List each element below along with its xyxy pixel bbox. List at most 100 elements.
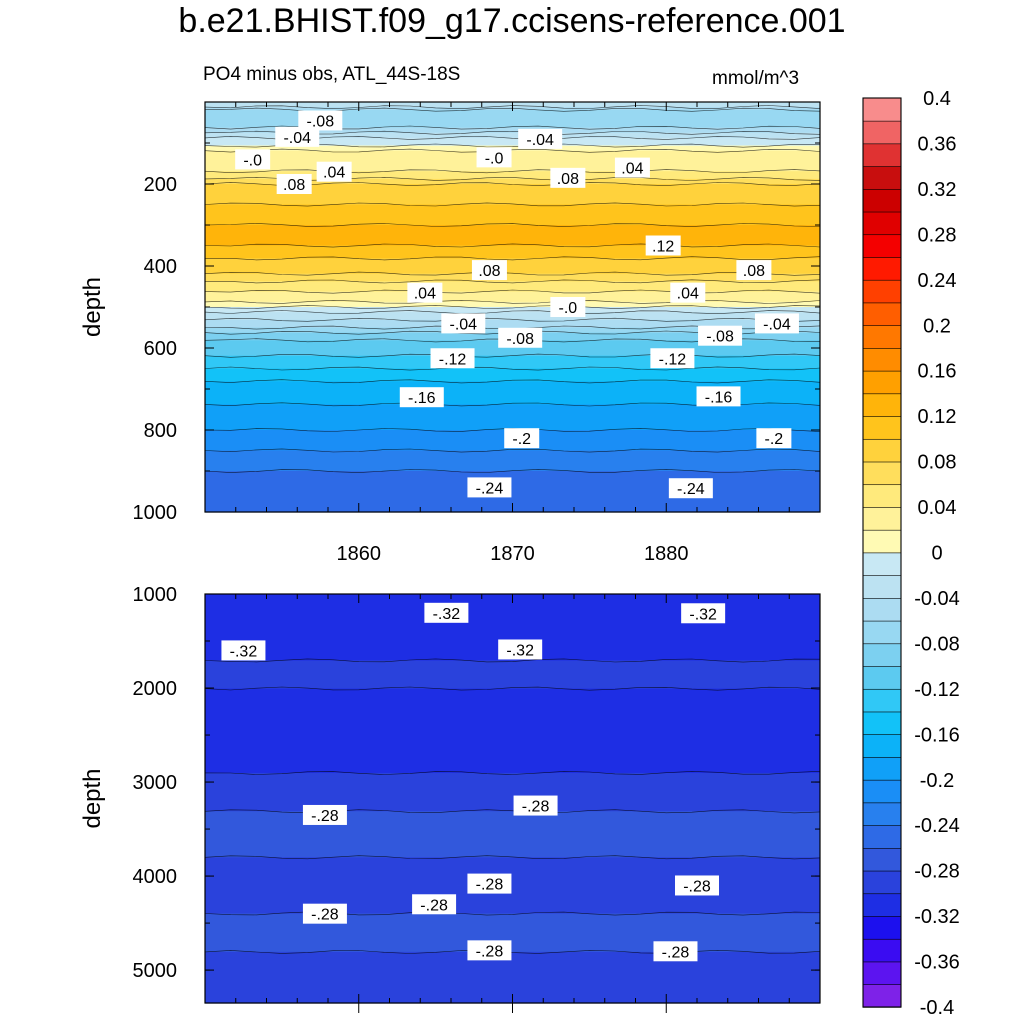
contour-band xyxy=(205,657,820,662)
y-axis-label: depth xyxy=(79,768,106,828)
contour-band xyxy=(205,168,820,172)
lower-panel: 1000 2000 3000 4000 5000 depth -.32 -.32 -.32 -.3… xyxy=(79,584,821,1013)
contour-band xyxy=(205,951,820,956)
contour-band xyxy=(205,765,820,769)
x-tick-label: 1880 xyxy=(644,543,689,565)
contour-band xyxy=(205,109,820,113)
contour-label: -.0 xyxy=(243,152,262,169)
colorbar-tick-label: 0 xyxy=(931,543,942,565)
colorbar-tick-label: 0.28 xyxy=(918,224,957,246)
contour-band xyxy=(205,304,820,308)
contour-label: .08 xyxy=(283,177,305,194)
x-tick-label: 1870 xyxy=(490,543,535,565)
contour-band xyxy=(205,609,820,613)
contour-label: .04 xyxy=(323,165,345,182)
contour-band xyxy=(205,982,820,986)
contour-band xyxy=(205,870,820,874)
contour-label-box xyxy=(276,174,312,194)
contour-label-box xyxy=(681,603,726,624)
contour-label: -.32 xyxy=(506,642,534,659)
contour-band xyxy=(205,939,820,943)
contour-band xyxy=(205,160,820,165)
contour-band xyxy=(205,949,820,953)
contour-band xyxy=(205,391,820,395)
contour-label-box xyxy=(668,478,713,499)
contour-band xyxy=(205,854,820,858)
contour-label-box xyxy=(498,327,543,348)
contour-label: -.28 xyxy=(420,897,448,914)
contour-label: -.08 xyxy=(706,329,734,346)
contour-band xyxy=(205,365,820,370)
contour-band xyxy=(205,250,820,254)
contour-band xyxy=(205,225,820,229)
contour-band xyxy=(205,219,820,224)
contour-band xyxy=(205,199,820,203)
contour-label: -.28 xyxy=(662,944,690,961)
contour-label-box xyxy=(498,639,543,660)
colorbar-tick-label: 0.16 xyxy=(918,361,957,383)
contour-band xyxy=(205,481,820,485)
colorbar-swatch xyxy=(862,484,902,508)
contour-band xyxy=(205,322,820,326)
colorbar-tick-label: 0.32 xyxy=(918,179,957,201)
contour-band xyxy=(205,780,820,784)
contour-label-box xyxy=(550,167,586,188)
contour-label-box xyxy=(518,128,563,149)
contour-band xyxy=(205,273,820,277)
colorbar-tick-label: 0.36 xyxy=(918,133,957,155)
contour-band xyxy=(205,898,820,902)
contour-band xyxy=(205,242,820,247)
colorbar-tick-label: 0.4 xyxy=(923,88,951,110)
contour-band xyxy=(205,693,820,697)
contour-band xyxy=(205,752,820,756)
contour-label: -.28 xyxy=(476,877,504,894)
contour-label: -.04 xyxy=(283,130,311,147)
contour-label-box xyxy=(467,940,512,961)
contour-band xyxy=(205,834,820,838)
contour-band xyxy=(205,987,820,991)
contour-line xyxy=(204,305,821,309)
contour-band xyxy=(205,637,820,641)
contour-band xyxy=(205,166,820,170)
contour-band xyxy=(205,173,820,177)
contour-band xyxy=(205,629,820,633)
colorbar-tick-label: -0.4 xyxy=(920,997,954,1019)
contour-band xyxy=(205,145,820,149)
y-tick-label: 1000 xyxy=(133,502,178,524)
contour-band xyxy=(205,307,820,311)
contour-band xyxy=(205,460,820,464)
contour-band xyxy=(205,660,820,664)
contour-band xyxy=(205,762,820,766)
contour-band xyxy=(205,137,820,142)
contour-band xyxy=(205,795,820,800)
contour-band xyxy=(205,478,820,482)
contour-band xyxy=(205,675,820,679)
contour-band xyxy=(205,617,820,621)
contour-band xyxy=(205,918,820,922)
contour-label: -.28 xyxy=(683,878,711,895)
contour-band xyxy=(205,212,820,216)
contour-band xyxy=(205,979,820,984)
contour-label: .04 xyxy=(677,286,699,303)
contour-label: -.12 xyxy=(659,351,687,368)
contour-band xyxy=(205,312,820,316)
contour-band xyxy=(205,245,820,249)
contour-band xyxy=(205,749,820,754)
contour-band xyxy=(205,355,820,359)
contour-band xyxy=(205,806,820,810)
contour-line xyxy=(204,469,821,473)
contour-band xyxy=(205,668,820,672)
contour-band xyxy=(205,928,820,933)
contour-line xyxy=(204,379,821,384)
colorbar-swatch xyxy=(862,143,902,167)
contour-band xyxy=(205,783,820,787)
contour-label: .08 xyxy=(478,263,500,280)
contour-label-box xyxy=(550,297,586,317)
contour-band xyxy=(205,155,820,159)
colorbar-swatch xyxy=(862,779,902,804)
contour-band xyxy=(205,296,820,300)
colorbar-tick-label: -0.04 xyxy=(914,588,960,610)
contour-band xyxy=(205,140,820,144)
contour-label: -.28 xyxy=(311,907,339,924)
contour-label: -.08 xyxy=(506,331,534,348)
